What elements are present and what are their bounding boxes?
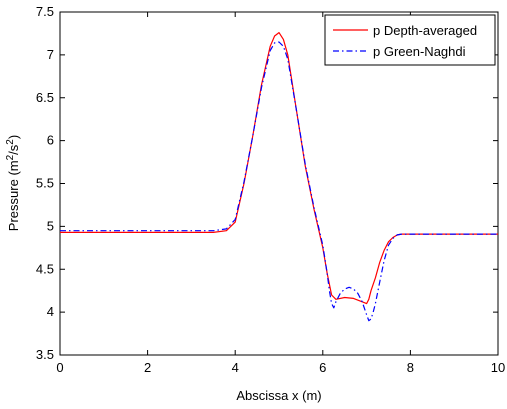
x-tick-label: 6 [319,360,326,375]
plot-area [59,11,499,356]
y-tick-label: 3.5 [36,347,54,362]
y-tick-label: 6 [47,133,54,148]
y-tick-label: 4.5 [36,261,54,276]
series-line-green-naghdi [60,41,498,322]
y-tick-label: 7.5 [36,4,54,19]
legend: p Depth-averaged p Green-Naghdi [324,14,496,66]
x-tick-label: 2 [144,360,151,375]
y-axis-label: Pressure (m2/s2) [5,135,21,231]
legend-label-green-naghdi: p Green-Naghdi [373,44,466,59]
axis-tick-labels: 0 2 4 6 8 10 3.5 4 4.5 5 5.5 6 6.5 7 7.5 [36,4,505,375]
x-tick-label: 4 [232,360,239,375]
y-tick-label: 7 [47,47,54,62]
x-tick-label: 8 [407,360,414,375]
x-tick-label: 10 [491,360,505,375]
x-tick-label: 0 [56,360,63,375]
legend-label-depth-averaged: p Depth-averaged [373,23,477,38]
y-tick-label: 6.5 [36,90,54,105]
y-tick-label: 5 [47,218,54,233]
x-axis-label: Abscissa x (m) [236,388,321,403]
legend-box [324,14,496,66]
y-tick-label: 5.5 [36,176,54,191]
series-line-depth-averaged [60,31,498,305]
series-lines [60,31,498,322]
y-tick-label: 4 [47,304,54,319]
